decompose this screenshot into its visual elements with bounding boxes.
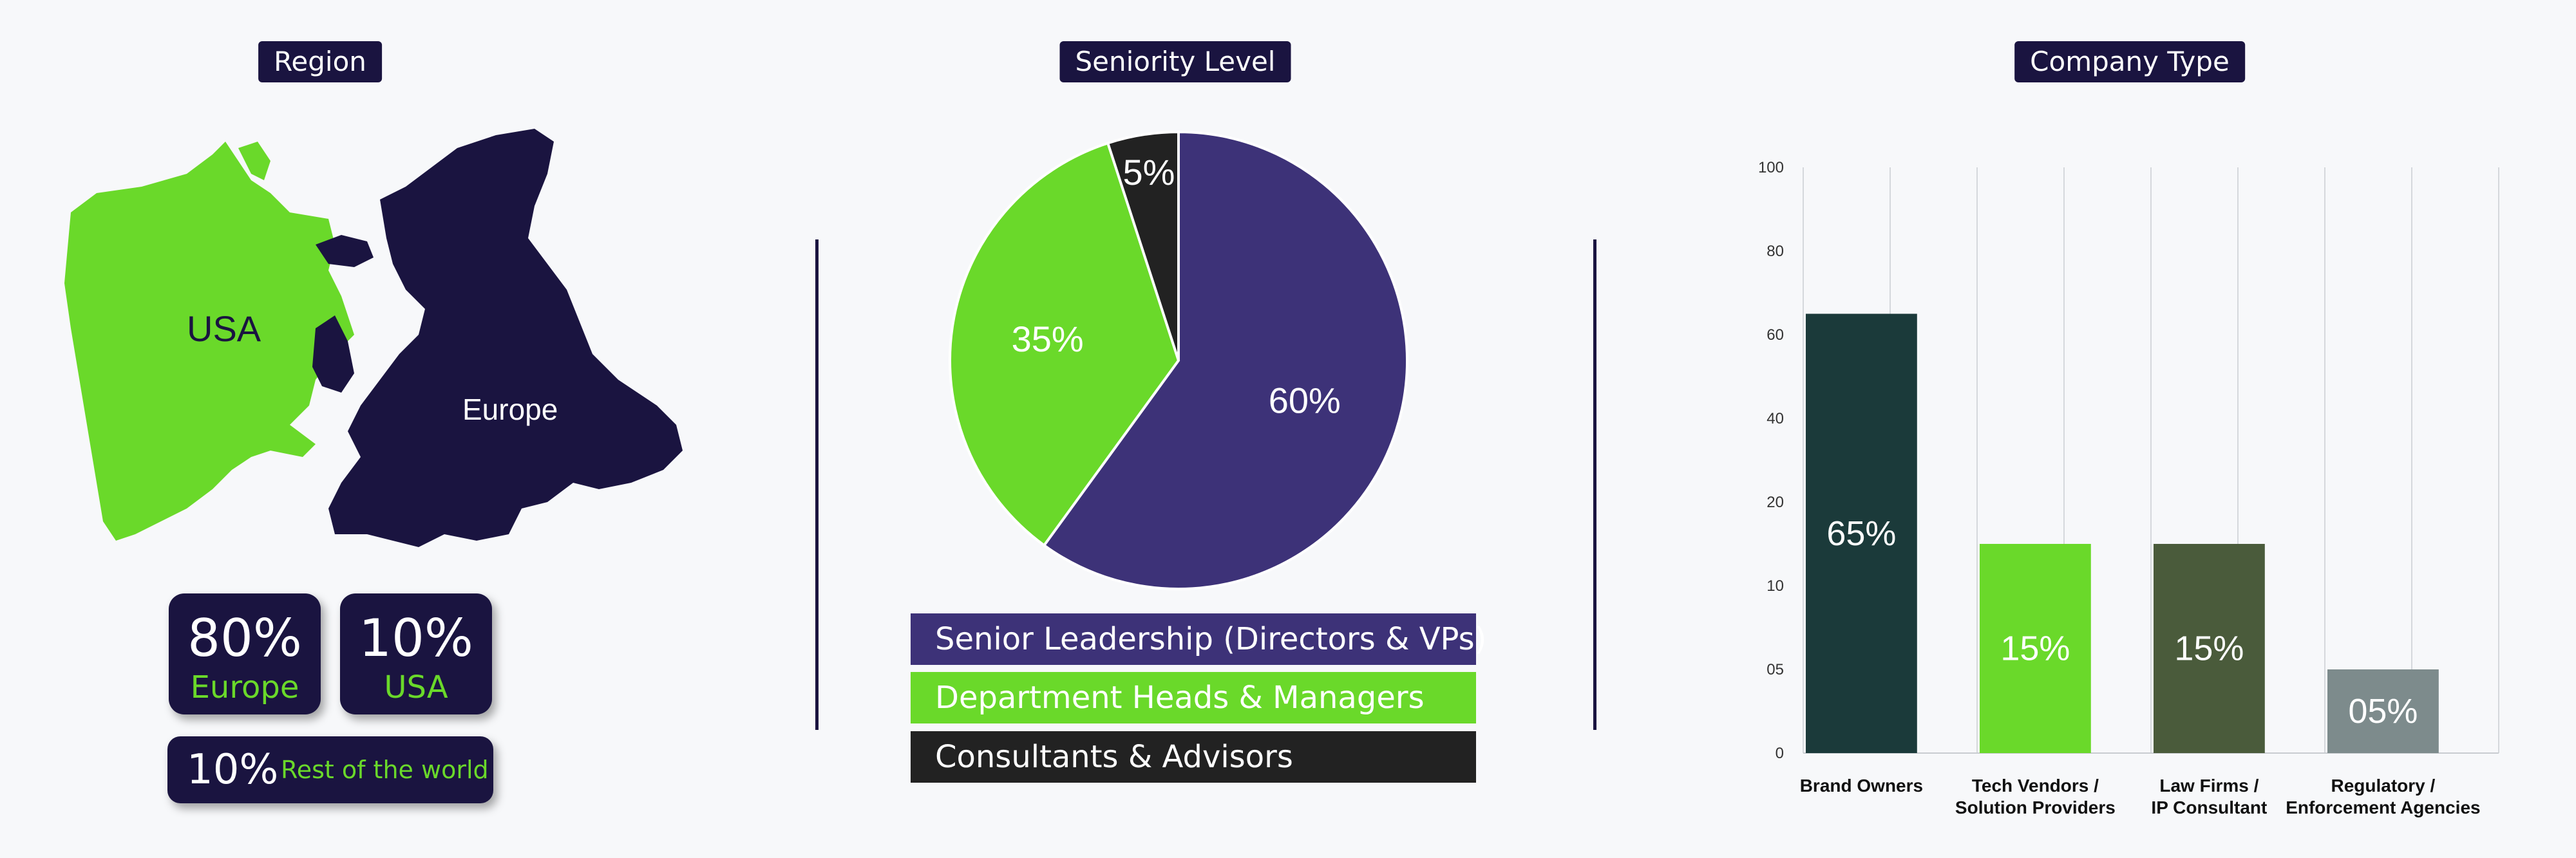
- company-type-title: Company Type: [2014, 41, 2245, 82]
- seniority-title: Seniority Level: [1059, 41, 1291, 82]
- legend-senior-leadership: Senior Leadership (Directors & VPs): [911, 613, 1486, 665]
- x-category-label: Enforcement Agencies: [2286, 797, 2480, 817]
- stat-rest-label: Rest of the world: [281, 756, 489, 784]
- x-category-label: Brand Owners: [1800, 776, 1923, 796]
- y-tick-label: 80: [1766, 243, 1784, 260]
- company-type-bar-chart: 0 05 10 20 40 60 80 100 65% Brand Owners 15% Tech V…: [1758, 159, 2499, 817]
- stat-usa-value: 10%: [359, 608, 473, 668]
- bar-4: [2327, 669, 2439, 753]
- y-tick-label: 100: [1758, 159, 1784, 176]
- divider-left: [815, 239, 819, 730]
- stat-rest-of-world: 10% Rest of the world: [167, 736, 493, 803]
- pie-slice-senior-leadership: [1042, 130, 1408, 590]
- stat-rest-value: 10%: [187, 746, 279, 794]
- iceland-map-shape: [316, 235, 374, 267]
- y-tick-label: 40: [1766, 410, 1784, 427]
- bar-value-label: 15%: [2174, 630, 2244, 668]
- y-tick-label: 20: [1766, 494, 1784, 511]
- pie-slice-department-heads: [949, 141, 1180, 547]
- seniority-pie-chart: 60% 35% 5%: [949, 130, 1408, 590]
- pie-value-label: 35%: [1012, 319, 1084, 359]
- bar-value-label: 05%: [2348, 692, 2418, 731]
- bar-value-label: 15%: [2000, 630, 2070, 668]
- legend-department-heads: Department Heads & Managers: [911, 672, 1476, 723]
- usa-map-label: USA: [187, 308, 261, 349]
- stat-usa-label: USA: [384, 669, 448, 705]
- stat-usa: 10% USA: [340, 593, 492, 714]
- x-category-label: Tech Vendors /: [1972, 776, 2099, 796]
- pie-value-label: 5%: [1122, 152, 1175, 192]
- stat-europe-value: 80%: [187, 608, 302, 668]
- bar-value-label: 65%: [1826, 514, 1896, 553]
- bar-3: [2154, 544, 2265, 753]
- divider-right: [1593, 239, 1596, 730]
- pie-slice-consultants: [1106, 130, 1180, 361]
- europe-map-label: Europe: [462, 393, 558, 426]
- x-category-label: Regulatory /: [2331, 776, 2435, 796]
- y-tick-label: 60: [1766, 326, 1784, 344]
- usa-islands: [238, 142, 270, 180]
- x-category-label: IP Consultant: [2151, 797, 2267, 817]
- legend-consultants: Consultants & Advisors: [911, 731, 1476, 783]
- x-category-label: Solution Providers: [1955, 797, 2116, 817]
- stat-europe: 80% Europe: [169, 593, 321, 714]
- pie-value-label: 60%: [1269, 380, 1341, 421]
- bar-2: [1980, 544, 2091, 753]
- stat-europe-label: Europe: [190, 669, 299, 705]
- region-title: Region: [258, 41, 382, 82]
- y-tick-label: 05: [1766, 661, 1784, 678]
- uk-map-shape: [312, 315, 354, 393]
- x-category-label: Law Firms /: [2159, 776, 2259, 796]
- europe-map-shape: [328, 129, 683, 547]
- usa-map-shape: [64, 142, 354, 541]
- y-tick-label: 0: [1776, 745, 1784, 762]
- region-map: USA Europe: [64, 129, 683, 547]
- bar-1: [1806, 313, 1917, 753]
- y-tick-label: 10: [1766, 577, 1784, 595]
